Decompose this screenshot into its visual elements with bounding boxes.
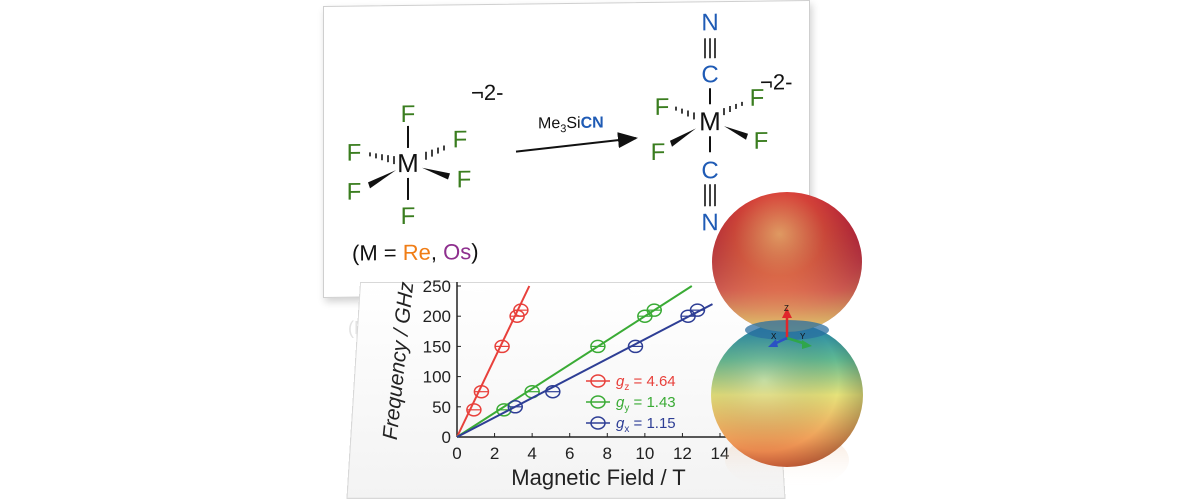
atom-metal: M: [397, 148, 419, 178]
chart-axes: 0 2 4 6 8 10 12 14 0 50 100 150 200 250 Magnetic Field…: [379, 277, 730, 490]
atom-f-top: F: [401, 101, 416, 128]
metal-legend: (M = Re, Os): [352, 239, 479, 266]
reaction-arrow: [515, 132, 638, 153]
fit-line-gy: [456, 285, 693, 438]
atom-f-r1: F: [655, 94, 670, 121]
atom-f-front-right: F: [457, 166, 472, 193]
fit-line-gx: [456, 303, 713, 438]
legend-label-gy: gy = 1.43: [616, 394, 676, 414]
hexafluoride-complex: F M F F F F F ¬2-: [347, 80, 504, 230]
reagent-cn: CN: [581, 115, 604, 132]
right-charge: ¬2-: [760, 69, 792, 94]
y-tick-label: 250: [423, 277, 451, 296]
x-tick-label: 2: [490, 444, 499, 463]
atom-f-back-right: F: [453, 126, 468, 153]
legend-marker-gy: [590, 395, 606, 409]
atom-f-r3: F: [651, 139, 666, 166]
reaction-scheme-panel: F M F F F F F ¬2- (M = Re, Os) Me3SiCN N…: [323, 0, 810, 298]
fit-line-gz: [456, 285, 531, 438]
x-tick-label: 14: [711, 444, 730, 463]
reagent-label: Me3SiCN: [538, 115, 604, 136]
y-tick-label: 0: [442, 428, 451, 447]
y-axis-label: Frequency / GHz: [379, 280, 419, 441]
atom-f-front-left: F: [347, 179, 362, 206]
x-tick-label: 10: [635, 444, 654, 463]
legend-marker-gx: [590, 416, 606, 430]
x-tick-label: 8: [603, 444, 612, 463]
wedge-bond-right: [422, 167, 450, 180]
legend-rhenium: Re: [403, 240, 431, 265]
y-tick-label: 200: [423, 307, 451, 326]
wedge-right-right: [724, 126, 748, 140]
x-tick-label: 12: [673, 444, 692, 463]
hashed-bond-left: [369, 152, 395, 165]
hashed-bonds-right-complex: [675, 101, 743, 120]
wedge-bond-left: [368, 170, 396, 189]
hashed-bond-right: [425, 145, 445, 160]
wedge-right-left: [670, 128, 696, 147]
reaction-scheme: F M F F F F F ¬2- (M = Re, Os) Me3SiCN N…: [347, 9, 793, 266]
left-charge: ¬2-: [471, 80, 503, 105]
atom-f-back-left: F: [347, 140, 362, 167]
y-tick-label: 50: [432, 398, 451, 417]
triple-bond-top: [704, 38, 716, 59]
atom-metal-right: M: [699, 106, 721, 136]
legend-label-gz: gz = 4.64: [616, 373, 676, 393]
x-tick-label: 0: [452, 444, 461, 463]
y-tick-label: 100: [423, 368, 451, 387]
dicyanide-complex: N C M C N F F F F ¬2-: [651, 9, 793, 236]
legend-osmium: Os: [443, 239, 471, 264]
x-tick-label: 4: [527, 444, 536, 463]
atom-f-r4: F: [754, 128, 769, 155]
legend-label-gx: gx = 1.15: [616, 415, 676, 435]
atom-c-top: C: [701, 61, 718, 88]
legend-marker-gz: [590, 374, 606, 388]
x-axis-label: Magnetic Field / T: [511, 465, 685, 490]
y-tick-label: 150: [423, 337, 451, 356]
x-tick-label: 6: [565, 444, 574, 463]
atom-f-bottom: F: [401, 203, 416, 230]
atom-c-bottom: C: [701, 157, 718, 184]
atom-n-top: N: [701, 9, 718, 36]
atom-f-r2: F: [750, 85, 765, 112]
chart-series: [456, 285, 713, 438]
